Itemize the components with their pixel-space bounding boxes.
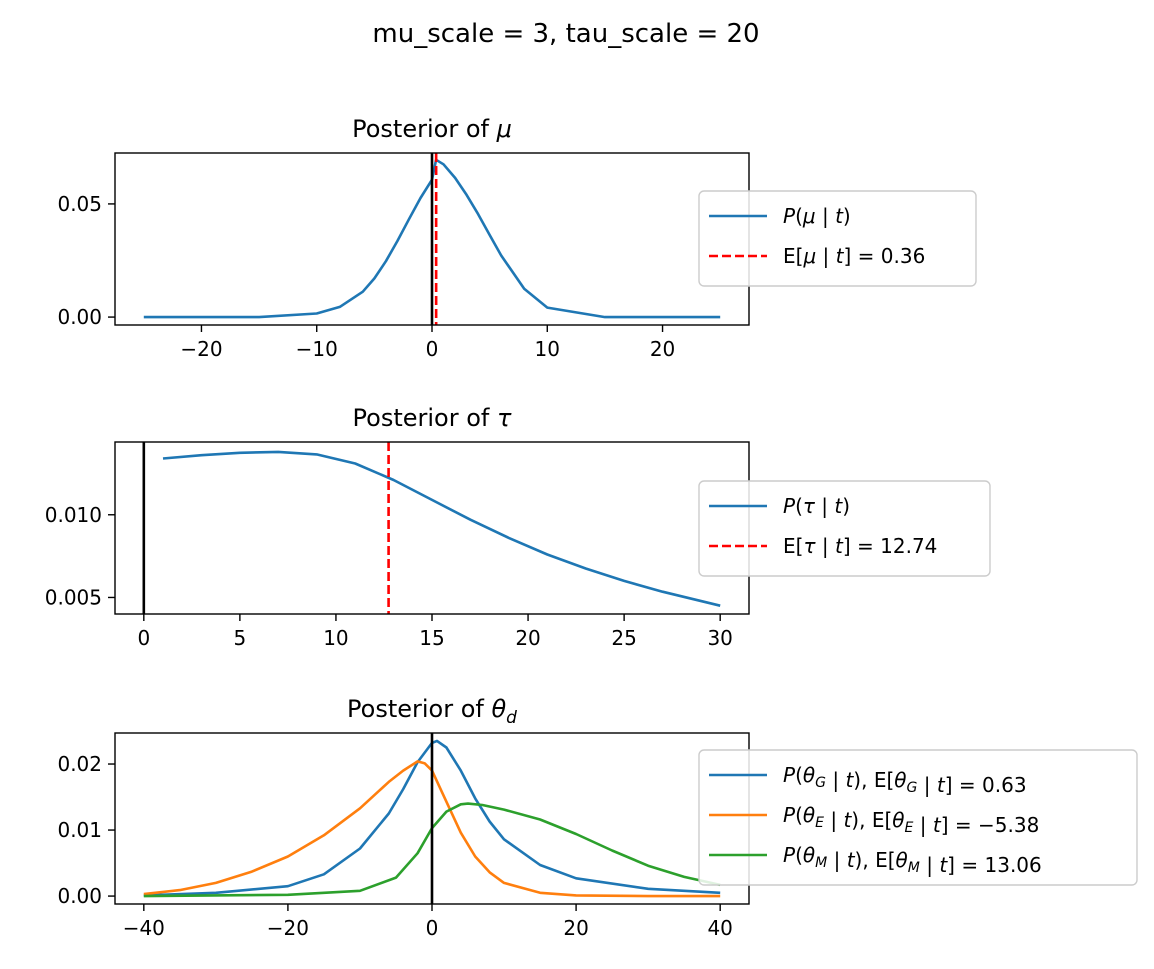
panel-tau-posterior: Posterior of τ 0 5 10 15 20 25 30 0.005 0.010 P(τ …: [45, 404, 991, 650]
legend: P(τ | t) E[τ | t] = 12.74: [698, 480, 991, 577]
legend-entry-label: P(θM | t), E[θM | t] = 13.06: [783, 843, 1042, 877]
x-tick-label: 20: [650, 337, 675, 361]
x-tick-label: −20: [267, 916, 309, 940]
x-tick-label: 25: [611, 626, 636, 650]
legend-box: [698, 749, 1138, 886]
x-tick-label: 10: [535, 337, 560, 361]
panel-title: Posterior of τ: [353, 404, 512, 432]
legend-entry-label: P(μ | t): [783, 204, 851, 228]
x-tick-label: −20: [180, 337, 222, 361]
legend-box: [698, 190, 977, 287]
x-tick-label: 5: [234, 626, 247, 650]
x-tick-label: 15: [419, 626, 444, 650]
x-tick-label: 40: [707, 916, 732, 940]
legend: P(μ | t) E[μ | t] = 0.36: [698, 190, 977, 287]
series-line-2: [143, 802, 721, 898]
series-line-1: [143, 760, 721, 898]
x-tick-label: 0: [426, 916, 439, 940]
x-tick-label: 0: [137, 626, 150, 650]
y-tick-label: 0.005: [45, 585, 102, 609]
legend-entry-label: E[μ | t] = 0.36: [783, 244, 925, 268]
panel-theta-posterior: Posterior of θd −40 −20 0 20 40 0.00 0.01 0.02 P(…: [57, 695, 1138, 940]
legend-entry-label: E[τ | t] = 12.74: [783, 534, 937, 558]
x-tick-label: 0: [426, 337, 439, 361]
legend-entry-label: P(θE | t), E[θE | t] = −5.38: [783, 803, 1039, 837]
y-tick-label: 0.05: [57, 192, 102, 216]
y-tick-label: 0.00: [57, 305, 102, 329]
figure-suptitle: mu_scale = 3, tau_scale = 20: [372, 19, 759, 49]
x-tick-label: 10: [323, 626, 348, 650]
y-tick-label: 0.01: [57, 818, 102, 842]
y-tick-label: 0.02: [57, 752, 102, 776]
legend-entry-label: P(θG | t), E[θG | t] = 0.63: [783, 763, 1027, 797]
series-line-0: [162, 450, 721, 607]
legend-box: [698, 480, 991, 577]
panel-title: Posterior of θd: [347, 695, 517, 728]
y-tick-label: 0.010: [45, 503, 102, 527]
x-tick-label: 20: [563, 916, 588, 940]
series-line-0: [143, 739, 721, 897]
panel-title: Posterior of μ: [352, 115, 512, 143]
legend: P(θG | t), E[θG | t] = 0.63 P(θE | t), E[…: [698, 749, 1138, 886]
y-tick-label: 0.00: [57, 884, 102, 908]
legend-entry-label: P(τ | t): [783, 494, 850, 518]
x-tick-label: 20: [515, 626, 540, 650]
series-line-0: [143, 158, 721, 319]
x-tick-label: −40: [123, 916, 165, 940]
panel-mu-posterior: Posterior of μ −20 −10 0 10 20 0.00 0.05 P(μ | t…: [57, 115, 977, 361]
x-tick-label: 30: [707, 626, 732, 650]
x-tick-label: −10: [296, 337, 338, 361]
